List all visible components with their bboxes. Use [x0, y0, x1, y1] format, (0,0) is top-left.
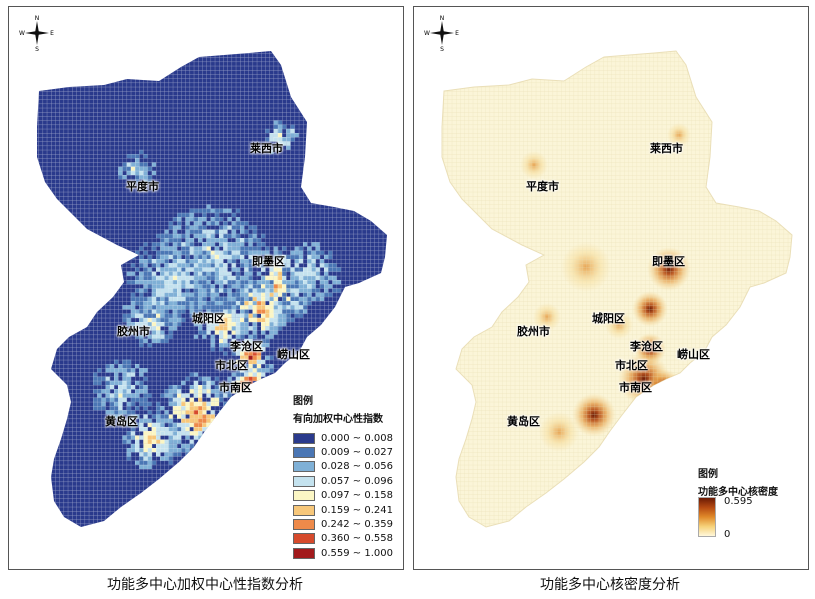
legend-class-label: 0.028 ~ 0.056	[321, 461, 393, 473]
legend-swatch	[293, 504, 315, 516]
legend-subtitle: 有向加权中心性指数	[293, 414, 383, 425]
legend-swatch	[293, 533, 315, 545]
compass-n: N	[440, 15, 445, 22]
legend-class-row: 0.028 ~ 0.056	[293, 460, 393, 474]
centrality-map	[37, 51, 387, 527]
density-gradient-bar	[698, 497, 716, 537]
city-label-jimo: 即墨区	[252, 255, 285, 268]
legend-swatch	[293, 547, 315, 559]
city-label-jimo: 即墨区	[652, 255, 685, 268]
compass-s: S	[440, 46, 444, 51]
legend-title: 图例	[698, 469, 718, 480]
city-label-licang: 李沧区	[230, 340, 263, 353]
legend-class-label: 0.097 ~ 0.158	[321, 490, 393, 502]
city-label-jiaozhou: 胶州市	[517, 325, 550, 338]
compass-w: W	[19, 30, 25, 37]
density-legend: 图例 功能多中心核密度 0.595 0	[698, 465, 798, 545]
centrality-map-panel: N S E W 莱西市 平度市 即墨区 胶州市 城阳区 李沧区 崂山区 市北区 …	[8, 6, 404, 570]
legend-class-row: 0.097 ~ 0.158	[293, 489, 393, 503]
north-arrow-icon: N S E W	[424, 15, 459, 51]
legend-title: 图例	[293, 396, 313, 407]
legend-swatch	[293, 432, 315, 444]
kernel-density-map-panel: N S E W 莱西市 平度市 即墨区 胶州市 城阳区 李沧区 崂山区 市北区 …	[413, 6, 809, 570]
legend-class-label: 0.000 ~ 0.008	[321, 432, 393, 444]
legend-swatch	[293, 461, 315, 473]
legend-classes: 0.000 ~ 0.008 0.009 ~ 0.027 0.028 ~ 0.056 0…	[293, 431, 393, 561]
legend-class-row: 0.009 ~ 0.027	[293, 445, 393, 459]
city-label-shinan: 市南区	[219, 381, 252, 394]
compass-e: E	[50, 30, 54, 37]
legend-class-row: 0.242 ~ 0.359	[293, 517, 393, 531]
legend-class-row: 0.159 ~ 0.241	[293, 503, 393, 517]
city-label-pingdu: 平度市	[126, 180, 159, 193]
city-label-chengyang: 城阳区	[592, 312, 625, 325]
city-label-licang: 李沧区	[630, 340, 663, 353]
legend-class-label: 0.057 ~ 0.096	[321, 475, 393, 487]
city-label-laixi: 莱西市	[250, 142, 283, 155]
legend-class-label: 0.559 ~ 1.000	[321, 547, 393, 559]
compass-e: E	[455, 30, 459, 37]
city-label-jiaozhou: 胶州市	[117, 325, 150, 338]
legend-swatch	[293, 519, 315, 531]
city-label-laoshan: 崂山区	[677, 348, 710, 361]
legend-class-row: 0.559 ~ 1.000	[293, 546, 393, 560]
right-map-caption: 功能多中心核密度分析	[540, 577, 680, 593]
city-label-shibei: 市北区	[215, 359, 248, 372]
legend-class-row: 0.000 ~ 0.008	[293, 431, 393, 445]
legend-swatch	[293, 447, 315, 459]
city-label-laixi: 莱西市	[650, 142, 683, 155]
city-label-laoshan: 崂山区	[277, 348, 310, 361]
compass-s: S	[35, 46, 39, 51]
legend-class-label: 0.009 ~ 0.027	[321, 447, 393, 459]
legend-class-label: 0.159 ~ 0.241	[321, 504, 393, 516]
legend-class-row: 0.360 ~ 0.558	[293, 532, 393, 546]
city-label-shinan: 市南区	[619, 381, 652, 394]
compass-w: W	[424, 30, 430, 37]
legend-subtitle: 功能多中心核密度	[698, 487, 778, 498]
density-min-label: 0	[724, 529, 731, 540]
density-max-label: 0.595	[724, 496, 753, 507]
left-map-caption: 功能多中心加权中心性指数分析	[107, 577, 303, 593]
city-label-huangdao: 黄岛区	[105, 415, 138, 428]
city-label-huangdao: 黄岛区	[507, 415, 540, 428]
city-label-chengyang: 城阳区	[192, 312, 225, 325]
city-label-shibei: 市北区	[615, 359, 648, 372]
centrality-legend: 图例 有向加权中心性指数 0.000 ~ 0.008 0.009 ~ 0.027 0…	[293, 392, 393, 561]
kernel-density-map	[441, 50, 793, 528]
city-label-pingdu: 平度市	[526, 180, 559, 193]
north-arrow-icon: N S E W	[19, 15, 54, 51]
legend-swatch	[293, 490, 315, 502]
compass-n: N	[35, 15, 40, 22]
legend-class-label: 0.242 ~ 0.359	[321, 519, 393, 531]
legend-class-label: 0.360 ~ 0.558	[321, 533, 393, 545]
legend-class-row: 0.057 ~ 0.096	[293, 474, 393, 488]
legend-swatch	[293, 475, 315, 487]
